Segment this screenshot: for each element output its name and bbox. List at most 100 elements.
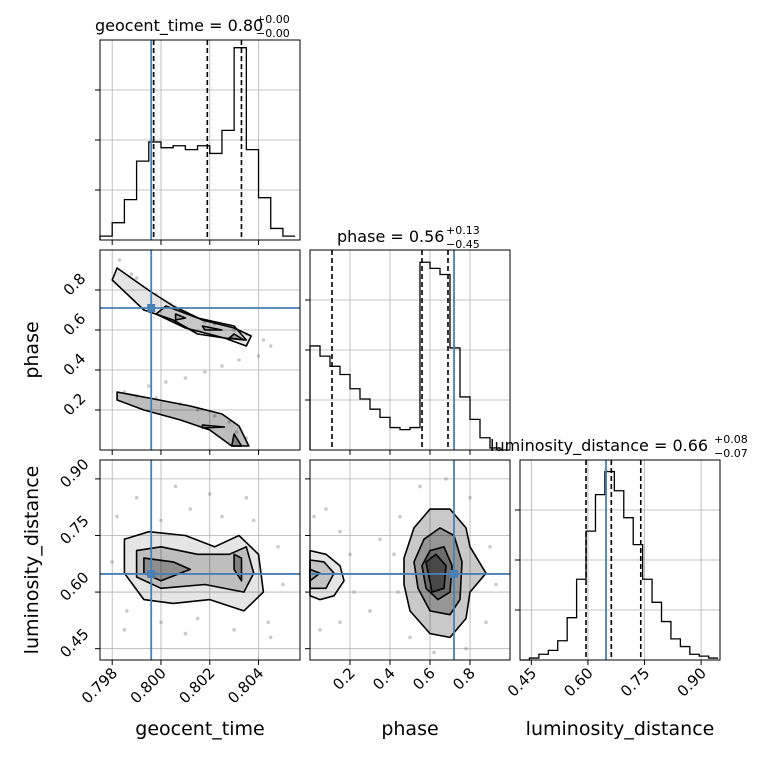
- y-tick-label: 0.2: [60, 390, 90, 420]
- scatter-point: [256, 354, 261, 358]
- x-tick-label: 0.90: [674, 664, 710, 700]
- scatter-point: [444, 477, 448, 481]
- contour-level: [143, 557, 191, 582]
- truth-marker: [147, 304, 156, 312]
- scatter-point: [203, 370, 207, 374]
- title-geocent-time: geocent_time = 0.80: [95, 16, 263, 36]
- x-tick-label: 0.4: [369, 664, 399, 694]
- x-tick-label: 0.45: [504, 664, 540, 700]
- x-tick-label: 0.75: [617, 664, 653, 700]
- scatter-point: [117, 258, 122, 262]
- contour-level: [230, 433, 243, 447]
- y-tick-label: 0.8: [60, 270, 90, 300]
- scatter-point: [146, 384, 151, 388]
- title-phase: phase = 0.56: [337, 227, 444, 246]
- scatter-point: [266, 620, 271, 625]
- scatter-point: [281, 582, 285, 587]
- contour-level: [174, 313, 187, 321]
- scatter-point: [195, 408, 200, 412]
- scatter-point: [134, 276, 139, 280]
- panel-2d-geocent_time-phase: [99, 249, 301, 451]
- scatter-point: [244, 495, 249, 500]
- truth-marker: [147, 569, 156, 578]
- x-tick-label: 0.798: [78, 664, 121, 707]
- scatter-point: [129, 272, 134, 276]
- xlabel-geocent-time: geocent_time: [135, 718, 264, 740]
- scatter-point: [125, 609, 129, 613]
- scatter-point: [338, 529, 342, 534]
- scatter-point: [494, 582, 498, 587]
- scatter-point: [159, 518, 163, 523]
- scatter-point: [220, 364, 224, 368]
- contour-level: [228, 333, 245, 341]
- scatter-point: [227, 420, 232, 424]
- scatter-point: [195, 616, 200, 621]
- x-tick-label: 0.60: [560, 664, 596, 700]
- scatter-point: [464, 646, 468, 651]
- ylabel-phase: phase: [21, 321, 43, 378]
- scatter-point: [432, 650, 436, 655]
- scatter-point: [268, 344, 273, 348]
- title-luminosity-distance: luminosity_distance = 0.66: [490, 436, 708, 456]
- scatter-point: [159, 620, 163, 625]
- scatter-point: [392, 552, 396, 557]
- scatter-point: [183, 631, 188, 636]
- scatter-point: [207, 492, 212, 496]
- scatter-point: [324, 507, 328, 511]
- scatter-point: [183, 376, 188, 380]
- title-luminosity-distance-upper: +0.08: [714, 433, 748, 446]
- scatter-point: [115, 514, 119, 519]
- scatter-point: [261, 338, 266, 342]
- xlabel-phase: phase: [381, 718, 438, 740]
- xlabel-luminosity-distance: luminosity_distance: [526, 718, 715, 740]
- scatter-point: [188, 507, 193, 511]
- histogram-geocent_time: [99, 47, 296, 240]
- title-geocent-time-lower: −0.00: [256, 27, 290, 40]
- x-tick-label: 0.800: [127, 664, 170, 707]
- scatter-point: [122, 628, 127, 632]
- contour-level: [123, 530, 265, 612]
- scatter-point: [312, 514, 316, 519]
- y-tick-label: 0.6: [60, 310, 90, 340]
- scatter-point: [232, 628, 236, 632]
- scatter-point: [368, 609, 372, 613]
- contour-level: [116, 391, 250, 447]
- scatter-point: [220, 514, 224, 519]
- scatter-point: [251, 518, 256, 523]
- contour-level: [309, 549, 345, 601]
- x-tick-label: 0.2: [329, 664, 359, 694]
- scatter-point: [173, 484, 178, 489]
- contour-level: [201, 424, 226, 429]
- scatter-point: [408, 635, 412, 640]
- scatter-point: [396, 590, 400, 594]
- scatter-point: [212, 414, 217, 418]
- histogram-phase: [309, 261, 510, 451]
- x-tick-label: 0.8: [449, 664, 479, 694]
- y-tick-label: 0.60: [56, 568, 92, 604]
- scatter-point: [418, 484, 422, 489]
- scatter-point: [110, 560, 114, 564]
- scatter-point: [318, 628, 322, 632]
- scatter-point: [276, 544, 280, 549]
- y-tick-label: 0.45: [56, 625, 92, 661]
- scatter-point: [468, 495, 472, 500]
- scatter-point: [398, 514, 402, 519]
- y-tick-label: 0.4: [60, 350, 90, 380]
- scatter-point: [234, 430, 239, 434]
- panel-2d-phase-luminosity_distance: [309, 459, 511, 661]
- scatter-point: [348, 552, 352, 557]
- ylabel-luminosity-distance: luminosity_distance: [21, 466, 43, 655]
- y-tick-label: 0.75: [56, 512, 92, 548]
- panel-2d-geocent_time-luminosity_distance: [99, 459, 301, 661]
- scatter-point: [488, 544, 492, 549]
- title-phase-upper: +0.13: [446, 224, 480, 237]
- scatter-point: [484, 620, 488, 625]
- x-tick-label: 0.804: [224, 664, 267, 707]
- title-geocent-time-upper: +0.00: [256, 13, 290, 26]
- x-tick-label: 0.802: [175, 664, 218, 707]
- scatter-point: [237, 358, 241, 362]
- scatter-point: [268, 635, 273, 640]
- histogram-luminosity_distance: [520, 470, 719, 661]
- scatter-point: [352, 590, 356, 594]
- scatter-point: [378, 537, 382, 542]
